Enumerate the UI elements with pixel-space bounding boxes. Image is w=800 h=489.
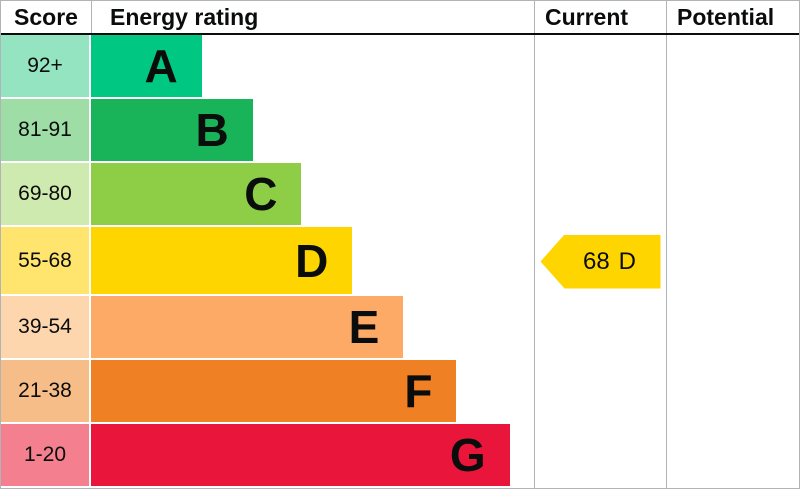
header-energy-rating: Energy rating bbox=[91, 1, 534, 33]
header-score: Score bbox=[14, 3, 78, 30]
header-current: Current bbox=[534, 1, 666, 33]
band-letter: E bbox=[348, 301, 380, 354]
band-bar: D bbox=[91, 226, 353, 295]
current-cell bbox=[534, 98, 666, 163]
potential-cell bbox=[666, 35, 799, 99]
band-letter: F bbox=[404, 365, 433, 418]
band-score-range: 1-20 bbox=[1, 424, 91, 489]
header-potential: Potential bbox=[666, 1, 799, 33]
band-bar-cell: D bbox=[91, 226, 534, 297]
band-bar-cell: C bbox=[91, 162, 534, 227]
current-cell bbox=[534, 424, 666, 489]
band-bar: G bbox=[91, 424, 510, 487]
band-row-b: 81-91 B bbox=[1, 98, 799, 163]
band-bar: C bbox=[91, 162, 302, 225]
band-letter: D bbox=[295, 234, 329, 287]
current-cell bbox=[534, 296, 666, 361]
header-row: Score Energy rating Current Potential bbox=[1, 1, 799, 35]
band-letter: G bbox=[449, 429, 486, 482]
band-score-range: 55-68 bbox=[1, 226, 91, 297]
band-score-range: 69-80 bbox=[1, 162, 91, 227]
band-score-range: 21-38 bbox=[1, 360, 91, 425]
band-bar: B bbox=[91, 98, 253, 161]
current-cell bbox=[534, 162, 666, 227]
current-cell: 68 D bbox=[534, 226, 666, 297]
current-rating-marker: 68 D bbox=[540, 234, 661, 289]
band-score-range: 81-91 bbox=[1, 98, 91, 163]
band-letter: A bbox=[144, 39, 178, 92]
band-bar: A bbox=[91, 35, 202, 97]
potential-cell bbox=[666, 424, 799, 489]
band-bar-cell: E bbox=[91, 296, 534, 361]
current-rating-value: 68 bbox=[582, 247, 610, 275]
band-row-a: 92+ A bbox=[1, 35, 799, 99]
current-cell bbox=[534, 35, 666, 99]
current-cell bbox=[534, 360, 666, 425]
band-bar-cell: F bbox=[91, 360, 534, 425]
band-letter: C bbox=[244, 167, 278, 220]
band-bar-cell: A bbox=[91, 35, 534, 99]
band-score-range: 92+ bbox=[1, 35, 91, 99]
band-bar-cell: B bbox=[91, 98, 534, 163]
band-row-g: 1-20 G bbox=[1, 424, 799, 489]
band-score-range: 39-54 bbox=[1, 296, 91, 361]
band-row-f: 21-38 F bbox=[1, 360, 799, 425]
band-bar: F bbox=[91, 360, 457, 423]
band-row-e: 39-54 E bbox=[1, 296, 799, 361]
current-rating-letter: D bbox=[618, 247, 637, 275]
potential-cell bbox=[666, 226, 799, 297]
band-bar: E bbox=[91, 296, 404, 359]
potential-cell bbox=[666, 98, 799, 163]
band-letter: B bbox=[195, 103, 229, 156]
potential-cell bbox=[666, 360, 799, 425]
band-bar-cell: G bbox=[91, 424, 534, 489]
potential-cell bbox=[666, 296, 799, 361]
band-row-d: 55-68 D 68 D bbox=[1, 226, 799, 297]
band-row-c: 69-80 C bbox=[1, 162, 799, 227]
potential-cell bbox=[666, 162, 799, 227]
